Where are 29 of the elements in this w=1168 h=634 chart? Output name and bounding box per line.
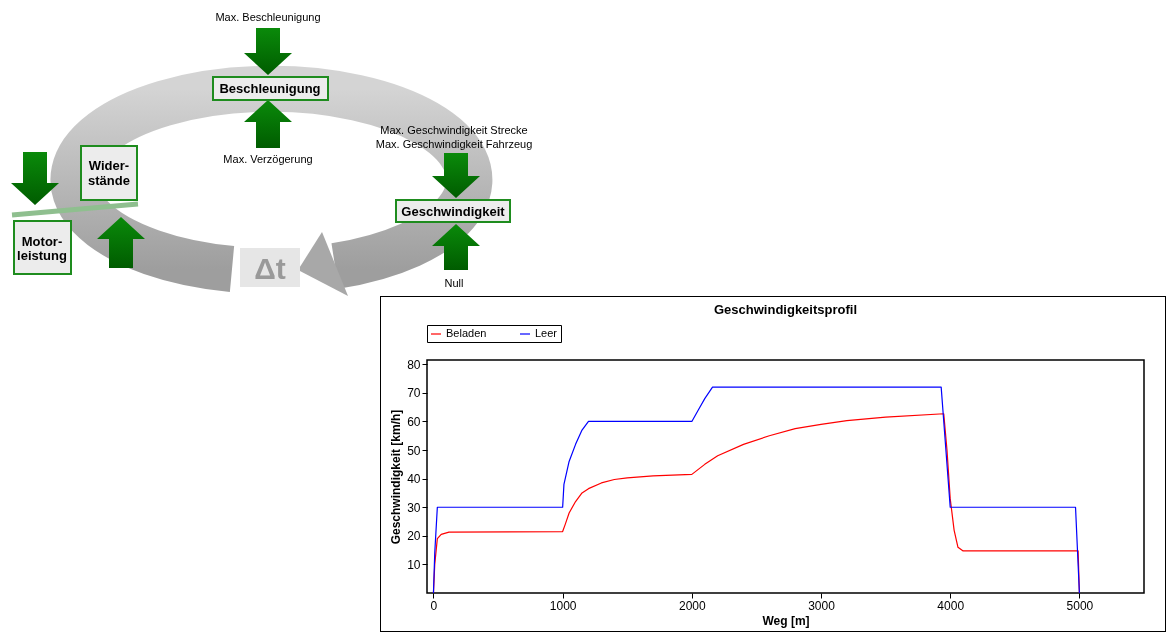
text: Beschleunigung <box>219 81 321 96</box>
x-tick-label: 3000 <box>808 598 836 613</box>
y-tick-label: 60 <box>407 414 421 429</box>
text: Max. Verzögerung <box>223 153 313 165</box>
y-tick-label: 70 <box>407 386 421 401</box>
x-tick-label: 1000 <box>549 598 577 613</box>
x-axis-title: Weg [m] <box>762 613 810 628</box>
text: Δt <box>254 252 286 285</box>
y-axis-title: Geschwindigkeit [km/h] <box>389 409 404 545</box>
y-tick-label: 20 <box>407 529 421 544</box>
text: Geschwindigkeit <box>401 204 506 219</box>
x-tick-label: 2000 <box>678 598 707 613</box>
y-tick-label: 30 <box>407 500 421 515</box>
chart-title: Geschwindigkeitsprofil <box>713 301 858 317</box>
y-tick-label: 40 <box>407 472 421 487</box>
y-tick-label: 50 <box>407 443 421 458</box>
x-tick-label: 5000 <box>1066 598 1094 613</box>
text: Motor- leistung <box>17 234 67 263</box>
text: Wider- stände <box>88 158 130 188</box>
legend-label: Leer <box>535 327 558 339</box>
legend-label: Beladen <box>446 327 487 339</box>
text: Null <box>444 277 464 289</box>
text: Max. Beschleunigung <box>215 11 321 23</box>
y-tick-label: 10 <box>407 557 421 572</box>
text: Max. Geschwindigkeit Fahrzeug <box>375 138 533 150</box>
text: Max. Geschwindigkeit Strecke <box>380 124 528 136</box>
y-tick-label: 80 <box>407 357 421 372</box>
x-tick-label: 0 <box>430 598 438 613</box>
x-tick-label: 4000 <box>937 598 965 613</box>
